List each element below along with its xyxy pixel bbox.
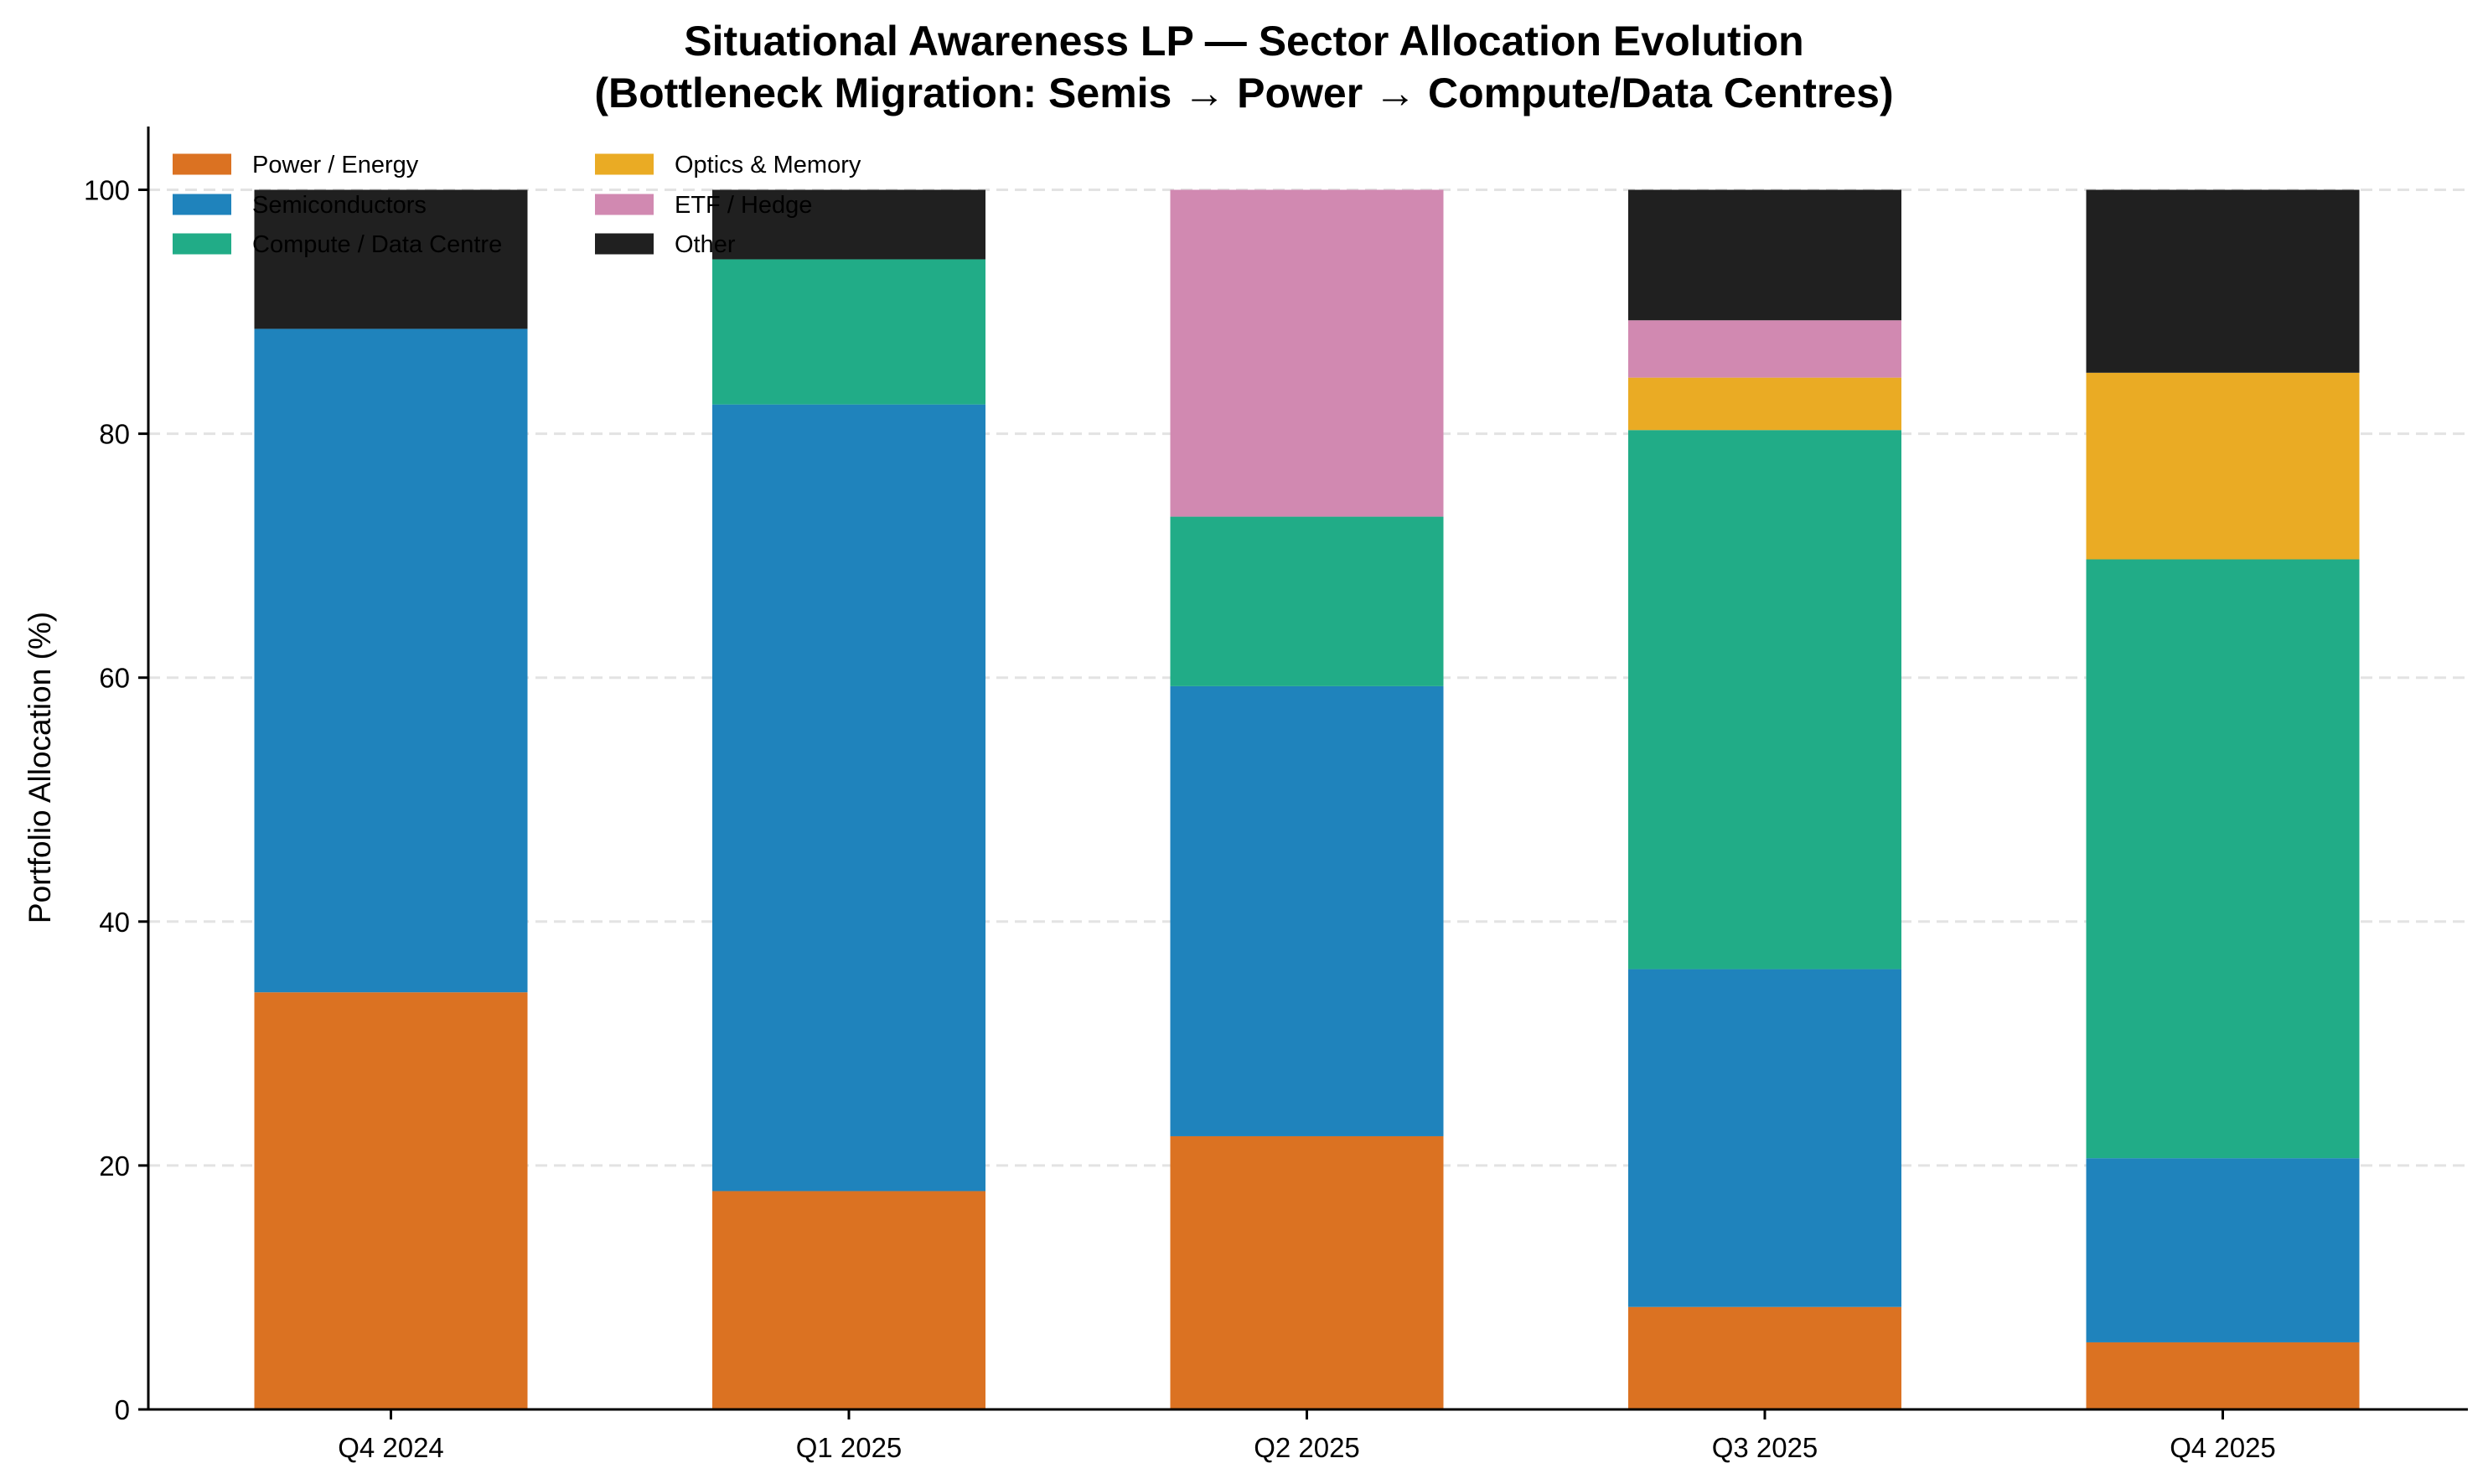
y-tick-label: 40: [99, 907, 130, 938]
bar-segment: [1628, 320, 1901, 378]
bar-segment: [1628, 189, 1901, 321]
bar-segment: [712, 259, 985, 405]
legend-swatch: [173, 194, 231, 215]
legend-label: ETF / Hedge: [675, 192, 812, 219]
bar-segment: [2086, 372, 2360, 560]
bar-segment: [254, 328, 528, 993]
legend-label: Optics & Memory: [675, 152, 861, 178]
bar-segment: [712, 189, 985, 260]
bar-segment: [712, 1191, 985, 1409]
y-tick-label: 0: [115, 1394, 130, 1425]
x-tick-label: Q4 2024: [338, 1432, 444, 1463]
bar-segment: [2086, 559, 2360, 1159]
bar-segment: [1170, 1135, 1444, 1409]
y-tick-label: 20: [99, 1150, 130, 1182]
legend-swatch: [595, 233, 654, 255]
ticks: 0 20 40 60 80 100 Q4 2024 Q1 2025 Q2 2025 Q3 2025…: [84, 175, 2276, 1464]
bar-segment: [2086, 189, 2360, 373]
y-tick-label: 80: [99, 419, 130, 450]
chart-title-block: Situational Awareness LP — Sector Alloca…: [0, 15, 2488, 119]
bar-segment: [254, 189, 528, 329]
bars: [254, 189, 2360, 1409]
bar-segment: [1628, 969, 1901, 1307]
y-axis-label: Portfolio Allocation (%): [23, 612, 57, 923]
legend-label: Compute / Data Centre: [252, 231, 502, 258]
legend-swatch: [173, 233, 231, 255]
x-tick-label: Q4 2025: [2170, 1432, 2276, 1463]
y-tick-label: 100: [84, 175, 130, 206]
bar-segment: [254, 992, 528, 1409]
chart-subtitle: (Bottleneck Migration: Semis → Power → C…: [594, 70, 1894, 116]
bar-segment: [2086, 1158, 2360, 1342]
bar-segment: [712, 404, 985, 1192]
legend-label: Other: [675, 231, 736, 258]
legend-label: Power / Energy: [252, 152, 419, 178]
bar-segment: [1628, 377, 1901, 431]
bar-segment: [2086, 1342, 2360, 1409]
legend-swatch: [595, 153, 654, 175]
legend: Power / Energy Semiconductors Compute / Da…: [173, 152, 861, 258]
legend-label: Semiconductors: [252, 192, 427, 219]
x-tick-label: Q2 2025: [1254, 1432, 1360, 1463]
bar-segment: [1170, 189, 1444, 517]
y-tick-label: 60: [99, 663, 130, 694]
bar-segment: [1170, 516, 1444, 686]
legend-swatch: [173, 153, 231, 175]
legend-swatch: [595, 194, 654, 215]
bar-segment: [1628, 1306, 1901, 1409]
bar-segment: [1628, 430, 1901, 970]
x-tick-label: Q3 2025: [1712, 1432, 1818, 1463]
bar-segment: [1170, 685, 1444, 1136]
chart-title: Situational Awareness LP — Sector Alloca…: [684, 18, 1804, 65]
x-tick-label: Q1 2025: [796, 1432, 903, 1463]
